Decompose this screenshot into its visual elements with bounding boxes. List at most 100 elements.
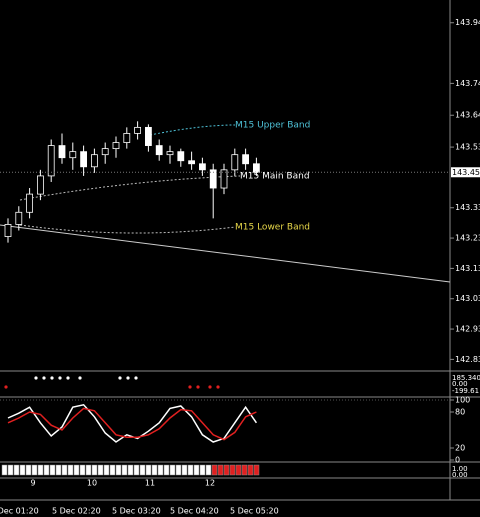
histogram-bar — [49, 464, 56, 476]
band-label: M15 Lower Band — [235, 223, 310, 233]
histogram-bar — [97, 464, 104, 476]
histogram-bar — [115, 464, 122, 476]
histogram-bar — [1, 464, 8, 476]
histogram-bar — [151, 464, 158, 476]
candle-body — [209, 169, 217, 189]
indicator-label: 0.00 — [452, 380, 468, 388]
lower-band — [19, 224, 236, 234]
y-tick-label: 143.74 — [455, 79, 480, 88]
time-label: 5 Dec 04:20 — [170, 507, 219, 516]
histogram-bar — [31, 464, 38, 476]
candle-body — [101, 148, 109, 156]
histogram-bar — [217, 464, 224, 476]
indicator-label: 0.00 — [452, 471, 468, 479]
histogram-bar — [211, 464, 218, 476]
x-tick-label: 10 — [87, 479, 97, 488]
current-price-label: 143.452 — [452, 168, 480, 177]
histogram-bar — [205, 464, 212, 476]
histogram-bar — [25, 464, 32, 476]
histogram-bar — [121, 464, 128, 476]
histogram-bar — [67, 464, 74, 476]
y-tick-label: 20 — [455, 444, 465, 453]
histogram-bar — [103, 464, 110, 476]
histogram-bar — [127, 464, 134, 476]
y-tick-label: 80 — [455, 408, 465, 417]
band-label: M15 Main Band — [240, 172, 310, 182]
current-price-box — [451, 167, 480, 178]
histogram-bar — [199, 464, 206, 476]
histogram-bar — [73, 464, 80, 476]
histogram-bar — [61, 464, 68, 476]
histogram-bar — [241, 464, 248, 476]
histogram-bar — [193, 464, 200, 476]
candle-body — [58, 145, 66, 159]
candle-body — [252, 163, 260, 173]
x-tick-label: 9 — [30, 479, 35, 488]
y-tick-label: 143.235 — [455, 234, 480, 243]
y-tick-label: 143.945 — [455, 18, 480, 27]
indicator-label: 1.00 — [452, 465, 468, 473]
candle-body — [80, 151, 87, 168]
y-tick-label: 142.835 — [455, 355, 480, 364]
signal-dots — [34, 376, 138, 380]
x-tick-label: 12 — [205, 479, 215, 488]
y-tick-label: 143.335 — [455, 203, 480, 212]
histogram-bar — [7, 464, 14, 476]
histogram-bar — [181, 464, 188, 476]
time-label: 5 Dec 05:20 — [230, 507, 279, 516]
y-tick-label: 143.135 — [455, 264, 480, 273]
y-tick-label: 143.64 — [455, 111, 480, 120]
y-tick-label: 0 — [455, 456, 460, 465]
y-tick-label: 100 — [455, 396, 470, 405]
histogram-bar — [253, 464, 260, 476]
candle-body — [155, 145, 163, 156]
histogram-bar — [79, 464, 86, 476]
candle-body — [15, 211, 23, 225]
trend-line — [0, 224, 451, 283]
histogram-bar — [247, 464, 254, 476]
histogram-bar — [139, 464, 146, 476]
candle-body — [144, 126, 152, 146]
histogram-bar — [223, 464, 230, 476]
histogram-bar — [229, 464, 236, 476]
histogram-bar — [13, 464, 20, 476]
histogram-bar — [19, 464, 26, 476]
indicator-label: 185.340 — [452, 374, 480, 382]
candle-body — [69, 151, 77, 159]
candle-body — [231, 154, 239, 171]
histogram-bar — [145, 464, 152, 476]
band-label: M15 Upper Band — [235, 121, 310, 131]
time-label: 5 Dec 02:20 — [52, 507, 101, 516]
candle-body — [37, 175, 44, 195]
candle-body — [188, 160, 196, 165]
candle-body — [166, 151, 174, 156]
y-tick-label: 143.035 — [455, 294, 480, 303]
signal-dots-red — [4, 385, 220, 389]
candle-body — [177, 151, 185, 162]
candle-body — [4, 224, 12, 237]
histogram-bar — [133, 464, 140, 476]
histogram-bar — [55, 464, 62, 476]
time-label: 5 Dec 01:20 — [0, 507, 39, 516]
candle-body — [123, 133, 131, 143]
x-tick-label: 11 — [145, 479, 155, 488]
histogram-bar — [163, 464, 170, 476]
upper-band — [149, 124, 236, 136]
indicator-label: -199.61 — [452, 387, 479, 395]
candle-body — [242, 154, 250, 165]
candle-body — [26, 193, 34, 213]
candle-body — [220, 169, 228, 189]
histogram-bar — [109, 464, 116, 476]
histogram-bar — [91, 464, 98, 476]
histogram — [1, 464, 260, 476]
histogram-bar — [175, 464, 182, 476]
y-tick-label: 143.535 — [455, 143, 480, 152]
histogram-bar — [85, 464, 92, 476]
histogram-bar — [235, 464, 242, 476]
histogram-bar — [37, 464, 44, 476]
candle-body — [47, 145, 55, 177]
histogram-bar — [157, 464, 164, 476]
histogram-bar — [169, 464, 176, 476]
